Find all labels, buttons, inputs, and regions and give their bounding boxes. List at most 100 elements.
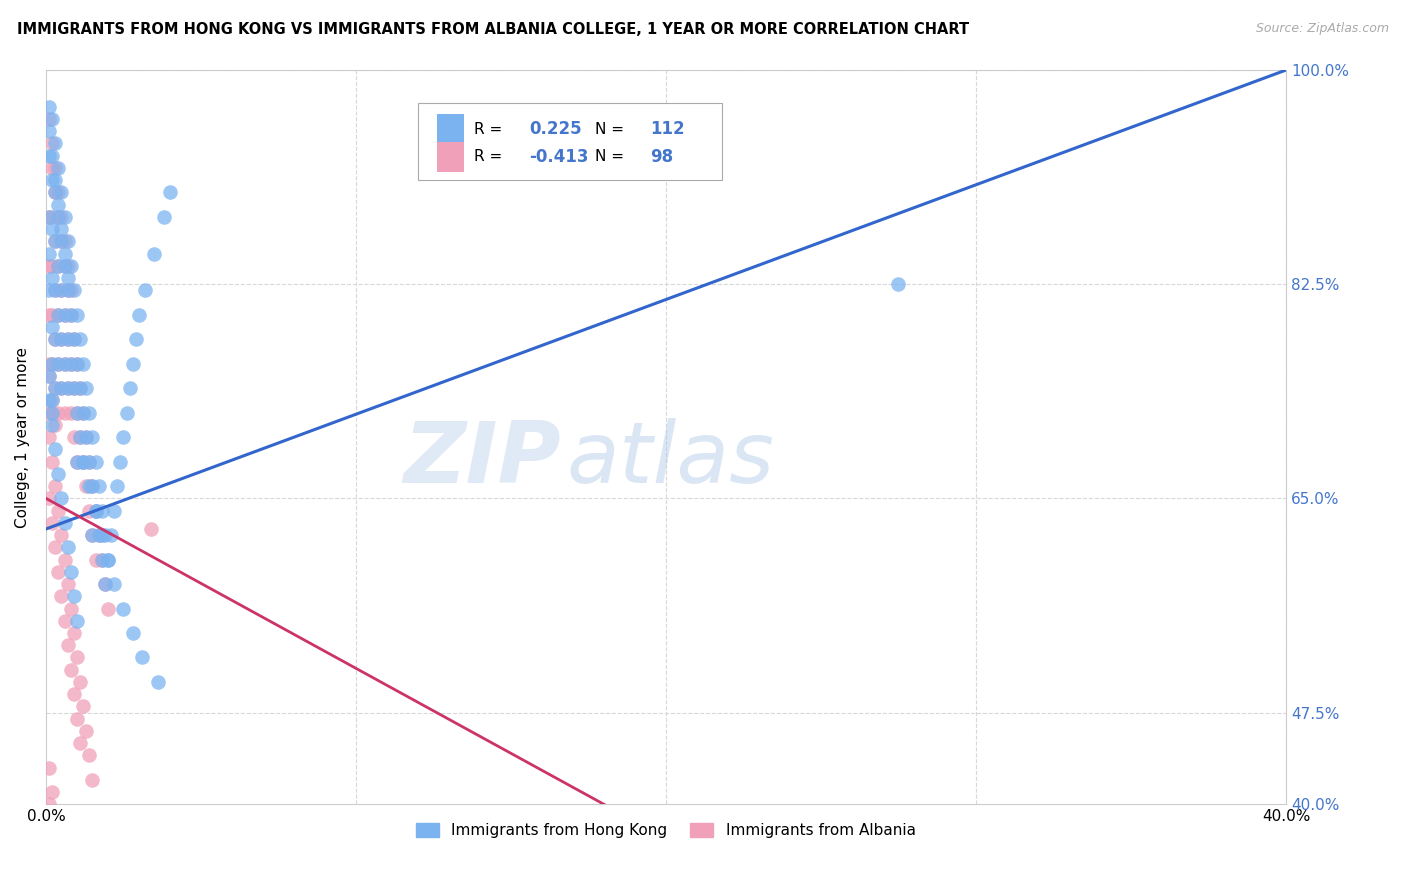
Point	[44, 442, 66, 457]
Point	[41, 393, 63, 408]
Text: atlas: atlas	[567, 417, 775, 500]
Point	[51, 332, 73, 346]
Point	[59, 357, 82, 371]
Point	[38, 491, 60, 506]
Point	[53, 552, 76, 566]
Text: Source: ZipAtlas.com: Source: ZipAtlas.com	[1256, 22, 1389, 36]
Point	[115, 406, 138, 420]
Point	[63, 381, 86, 395]
Point	[51, 381, 73, 395]
Point	[41, 136, 63, 151]
Point	[152, 210, 174, 224]
Point	[41, 320, 63, 334]
Point	[82, 528, 104, 542]
Point	[56, 283, 79, 297]
FancyBboxPatch shape	[418, 103, 721, 180]
Point	[56, 271, 79, 285]
Point	[72, 455, 94, 469]
Point	[38, 369, 60, 384]
Point	[41, 112, 63, 126]
Point	[51, 381, 73, 395]
Point	[56, 235, 79, 249]
Point	[56, 283, 79, 297]
Point	[79, 406, 101, 420]
Point	[79, 455, 101, 469]
Point	[44, 381, 66, 395]
Point	[48, 186, 70, 200]
Point	[53, 406, 76, 420]
Point	[41, 271, 63, 285]
Point	[51, 235, 73, 249]
Point	[75, 430, 97, 444]
Point	[56, 638, 79, 652]
Point	[75, 479, 97, 493]
Point	[63, 589, 86, 603]
Point	[63, 283, 86, 297]
Point	[51, 528, 73, 542]
Point	[38, 357, 60, 371]
Point	[51, 283, 73, 297]
Point	[53, 210, 76, 224]
Point	[53, 259, 76, 273]
Point	[38, 393, 60, 408]
Point	[63, 332, 86, 346]
Point	[38, 761, 60, 775]
Point	[75, 381, 97, 395]
Point	[69, 736, 91, 750]
Point	[143, 246, 166, 260]
Point	[69, 430, 91, 444]
Point	[84, 455, 107, 469]
Point	[48, 406, 70, 420]
Point	[125, 332, 148, 346]
Point	[48, 210, 70, 224]
Point	[51, 210, 73, 224]
Point	[41, 222, 63, 236]
Point	[66, 614, 89, 628]
Point	[72, 699, 94, 714]
Text: N =: N =	[595, 121, 628, 136]
Point	[41, 417, 63, 432]
Point	[51, 222, 73, 236]
Point	[66, 357, 89, 371]
Text: R =: R =	[474, 150, 508, 164]
Point	[53, 259, 76, 273]
Point	[110, 455, 132, 469]
Point	[48, 259, 70, 273]
Point	[44, 235, 66, 249]
Point	[141, 522, 163, 536]
Point	[44, 332, 66, 346]
Point	[51, 186, 73, 200]
Point	[84, 552, 107, 566]
Point	[94, 528, 117, 542]
Point	[94, 577, 117, 591]
Point	[41, 210, 63, 224]
Point	[87, 479, 110, 493]
Point	[59, 357, 82, 371]
Point	[38, 308, 60, 322]
Point	[63, 687, 86, 701]
Point	[59, 283, 82, 297]
Point	[56, 381, 79, 395]
Point	[69, 381, 91, 395]
Point	[48, 161, 70, 175]
Point	[38, 100, 60, 114]
Point	[66, 650, 89, 665]
Point	[121, 626, 143, 640]
Text: -0.413: -0.413	[530, 148, 589, 166]
Point	[44, 186, 66, 200]
Point	[41, 357, 63, 371]
Point	[112, 430, 135, 444]
Point	[63, 430, 86, 444]
Point	[79, 503, 101, 517]
Point	[44, 332, 66, 346]
Point	[38, 259, 60, 273]
Point	[48, 503, 70, 517]
Point	[146, 675, 169, 690]
Point	[887, 277, 910, 292]
Point	[82, 430, 104, 444]
Text: 0.225: 0.225	[530, 120, 582, 138]
Point	[94, 577, 117, 591]
Point	[44, 161, 66, 175]
Point	[97, 552, 120, 566]
Point	[72, 357, 94, 371]
